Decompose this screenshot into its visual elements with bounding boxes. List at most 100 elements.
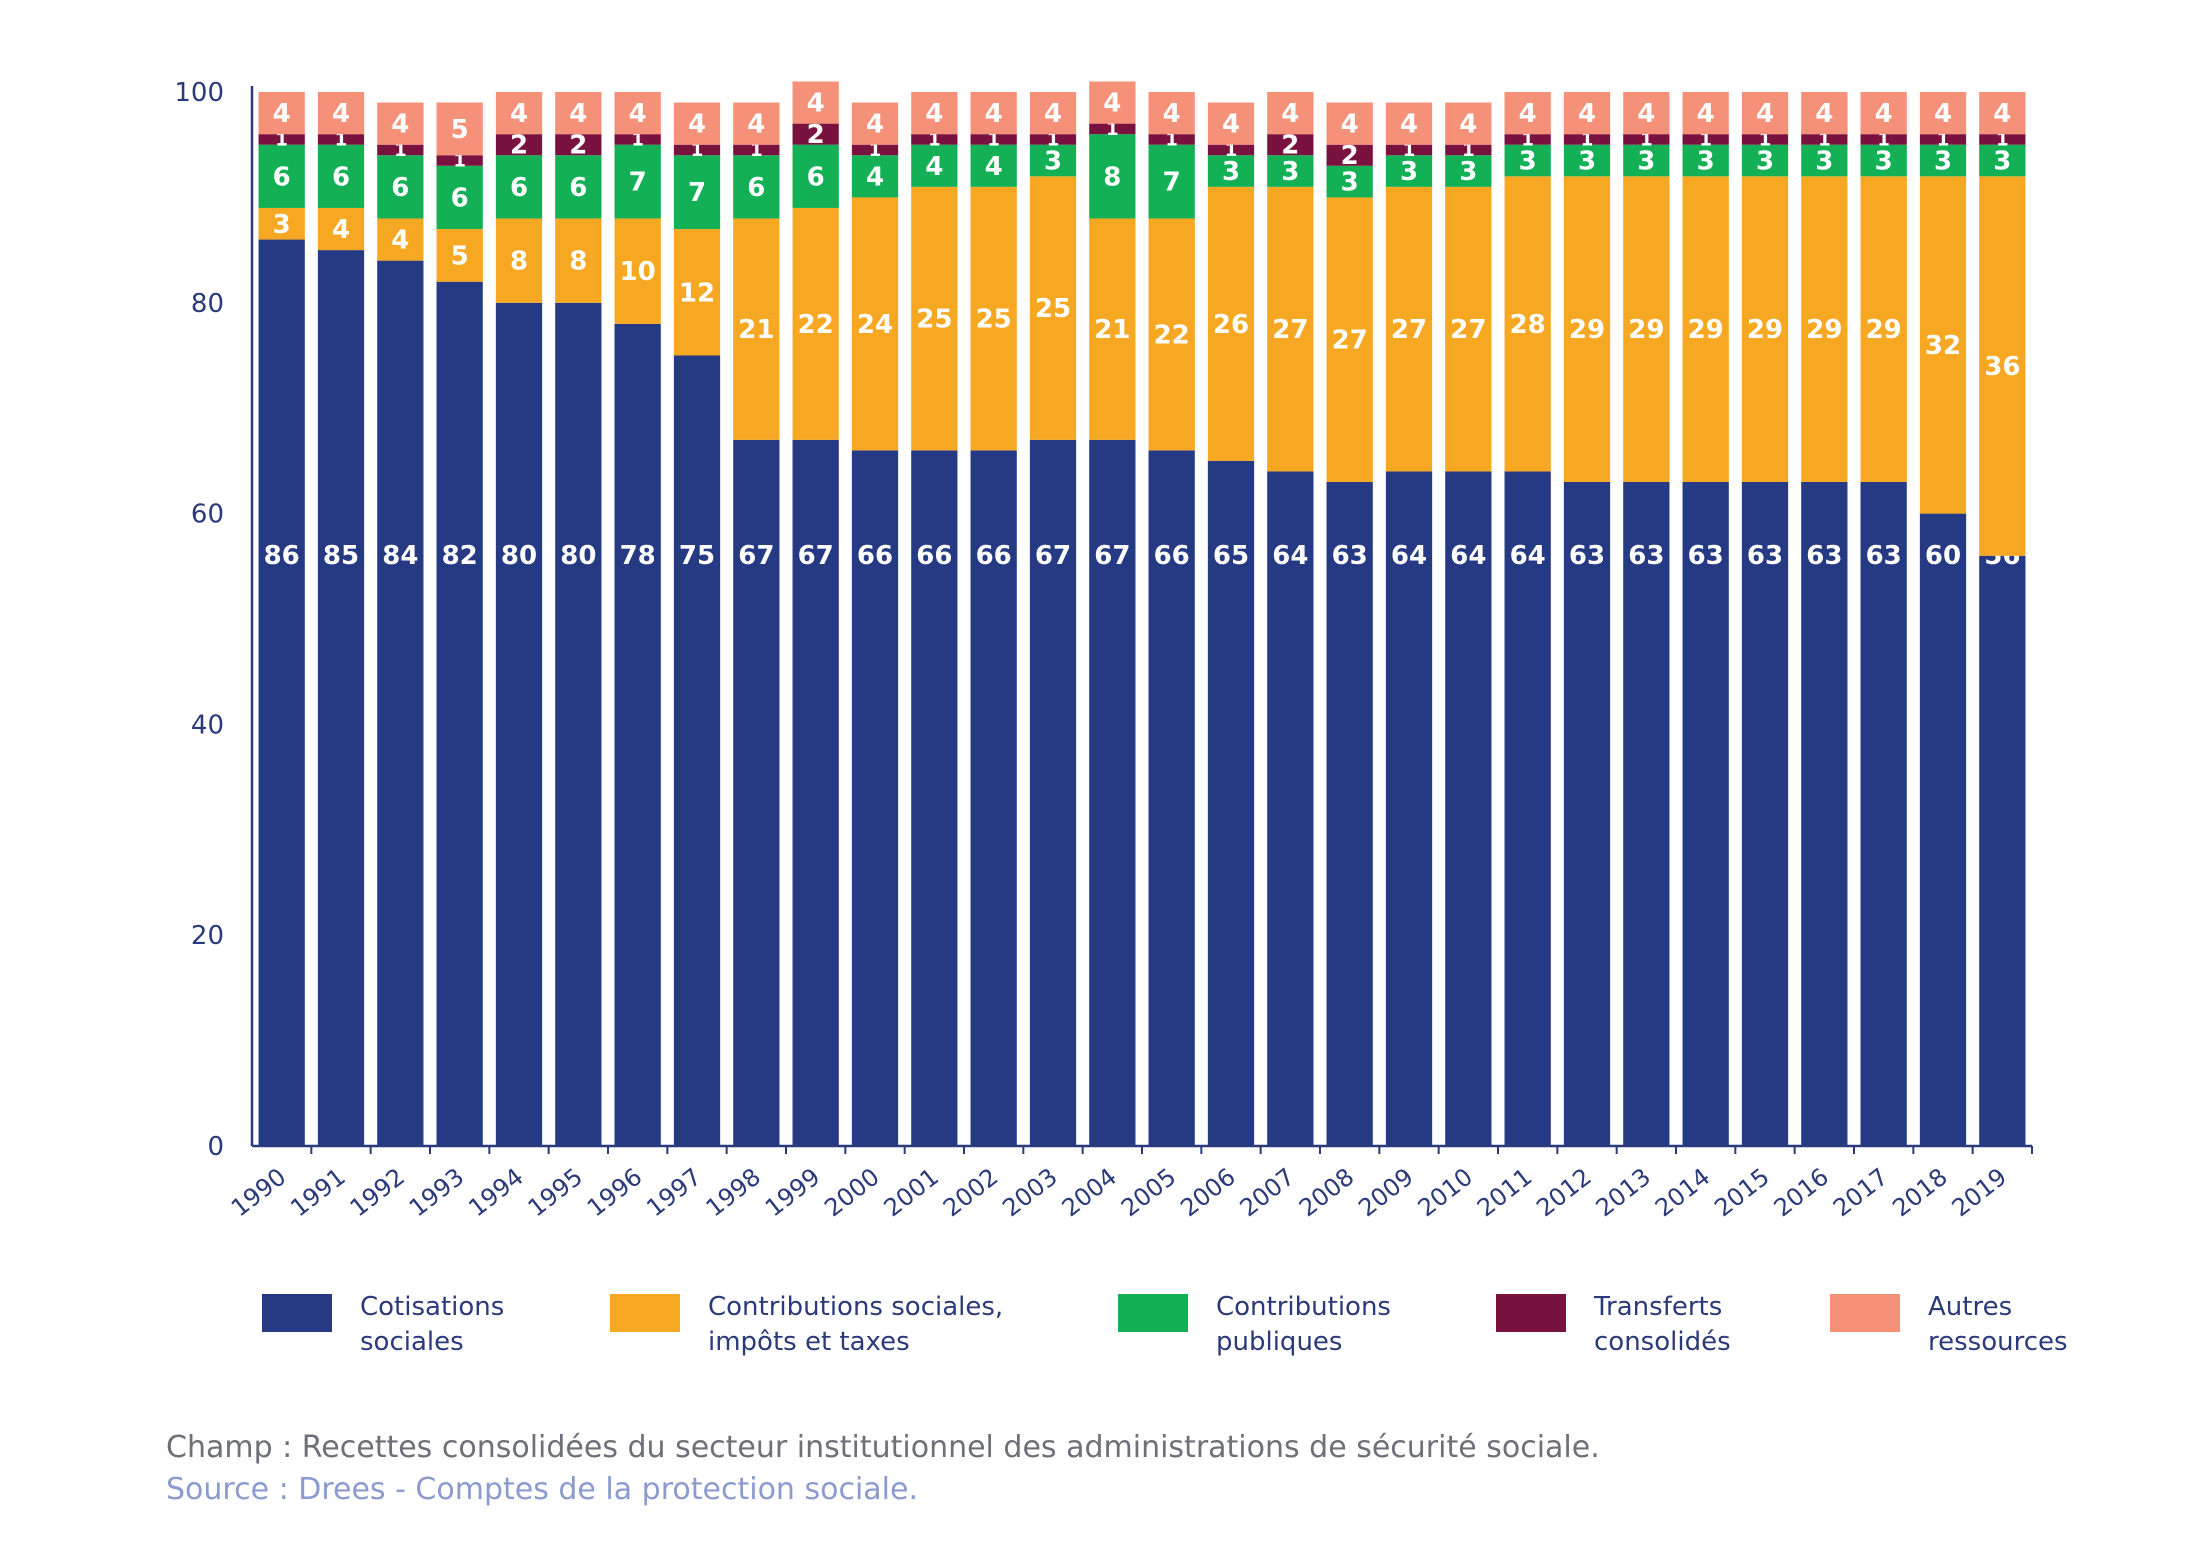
data-label: 1: [1462, 140, 1475, 161]
bar-segment: [1801, 481, 1848, 1147]
data-label: 1: [1521, 129, 1534, 150]
bar-segment: [614, 92, 661, 135]
legend-swatch-contributions-publiques: [1118, 1294, 1188, 1332]
legend-swatch-transferts: [1496, 1294, 1566, 1332]
bar-segment: [1801, 176, 1848, 482]
bar-segment: [1089, 218, 1136, 440]
bar-segment: [1148, 134, 1195, 145]
data-label: 4: [1222, 110, 1240, 140]
bar-segment: [1445, 471, 1492, 1146]
data-label: 64: [1272, 541, 1308, 571]
bar-segment: [436, 155, 483, 166]
bar-segment: [792, 123, 839, 145]
data-label: 1: [1818, 129, 1831, 150]
bar-segment: [1801, 144, 1848, 177]
bar-segment: [1504, 134, 1551, 145]
bar-segment: [1326, 165, 1373, 198]
data-label: 63: [1628, 541, 1664, 571]
bar-segment: [258, 92, 305, 135]
data-label: 75: [679, 541, 715, 571]
x-tick-label: 1994: [463, 1163, 528, 1223]
bar-segment: [1919, 176, 1967, 514]
bar-segment: [1801, 134, 1848, 145]
data-label: 4: [1875, 99, 1893, 129]
bar-segment: [1326, 197, 1373, 482]
bar-segment: [792, 144, 839, 208]
bar-segment: [1029, 439, 1077, 1146]
data-label: 4: [1163, 99, 1181, 129]
data-label: 3: [1519, 147, 1537, 177]
bar-segment: [1326, 144, 1373, 166]
x-tick-label: 2006: [1175, 1163, 1240, 1223]
bar-segment: [1089, 134, 1136, 219]
data-label: 7: [1163, 168, 1181, 198]
y-tick-label: 20: [191, 921, 224, 951]
bar-segment: [1445, 144, 1492, 156]
data-label: 6: [569, 173, 587, 203]
x-tick-label: 1998: [701, 1163, 766, 1223]
data-label: 6: [807, 162, 825, 192]
data-label: 1: [1996, 129, 2009, 150]
legend-item-transferts: Transferts consolidés: [1496, 1290, 1934, 1360]
x-tick-label: 2019: [1947, 1163, 2012, 1223]
data-label: 29: [1569, 315, 1605, 345]
data-label: 66: [916, 541, 952, 571]
bar-segment: [1860, 176, 1907, 482]
bar-segment: [436, 102, 483, 156]
bar-segment: [970, 450, 1017, 1146]
data-label: 4: [1993, 99, 2011, 129]
data-label: 1: [1581, 129, 1594, 150]
bar-segment: [1801, 92, 1848, 135]
legend-item-contributions-publiques: Contributions publiques: [1118, 1290, 1556, 1360]
bar-segment: [1267, 134, 1314, 156]
data-label: 4: [1103, 89, 1121, 119]
x-tick-label: 1999: [760, 1163, 825, 1223]
bar-segment: [1682, 481, 1729, 1147]
data-label: 3: [1637, 147, 1655, 177]
bar-segment: [495, 155, 543, 219]
bar-segment: [1148, 218, 1195, 451]
y-tick-label: 0: [207, 1132, 224, 1162]
x-tick-label: 2010: [1413, 1163, 1478, 1223]
bar-segment: [1385, 144, 1433, 156]
x-tick-label: 2000: [819, 1163, 884, 1223]
x-tick-label: 2012: [1531, 1163, 1596, 1223]
bar-segment: [673, 355, 721, 1146]
data-label: 6: [510, 173, 528, 203]
data-label: 4: [391, 226, 409, 256]
data-label: 67: [1035, 541, 1071, 571]
bar-segment: [1504, 471, 1551, 1146]
data-label: 6: [332, 162, 350, 192]
data-label: 1: [691, 140, 704, 161]
bar-segment: [1919, 513, 1967, 1146]
data-label: 4: [985, 99, 1003, 129]
data-label: 3: [1756, 147, 1774, 177]
x-tick-label: 2004: [1057, 1163, 1122, 1223]
x-tick-label: 2011: [1472, 1163, 1537, 1223]
bar-segment: [436, 281, 483, 1147]
x-tick-label: 2003: [997, 1163, 1062, 1223]
data-label: 4: [925, 152, 943, 182]
data-label: 24: [857, 310, 893, 340]
data-label: 63: [1688, 541, 1724, 571]
bar-segment: [377, 102, 424, 145]
legend: Cotisations sociales Contributions socia…: [0, 1290, 2200, 1410]
bar-segment: [555, 155, 602, 219]
bar-segment: [495, 134, 543, 156]
bar-segment: [317, 134, 365, 145]
data-label: 3: [1044, 147, 1062, 177]
data-label: 1: [453, 151, 466, 172]
data-label: 63: [1569, 541, 1605, 571]
bar-segment: [1979, 92, 2026, 135]
data-label: 3: [1281, 157, 1299, 187]
bar-segment: [792, 81, 839, 124]
bar-segment: [1979, 176, 2026, 556]
data-label: 2: [1341, 141, 1359, 171]
data-label: 4: [332, 215, 350, 245]
data-label: 1: [1165, 129, 1178, 150]
bar-segment: [1267, 471, 1314, 1146]
data-label: 25: [916, 305, 952, 335]
data-label: 25: [976, 305, 1012, 335]
data-label: 4: [273, 99, 291, 129]
data-label: 4: [925, 99, 943, 129]
